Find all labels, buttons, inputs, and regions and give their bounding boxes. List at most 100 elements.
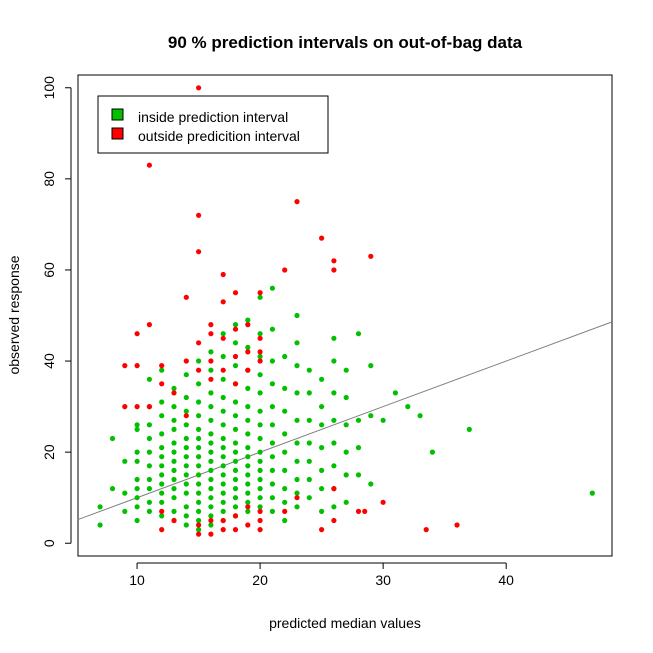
point-outside: [232, 381, 239, 387]
point-outside: [257, 358, 263, 364]
point-outside: [196, 522, 202, 528]
point-outside: [220, 335, 226, 341]
point-inside: [159, 472, 165, 478]
point-inside: [146, 449, 152, 455]
point-inside: [208, 404, 214, 410]
point-inside: [159, 367, 165, 373]
point-inside: [159, 413, 165, 419]
point-inside: [282, 467, 288, 473]
point-inside: [122, 458, 128, 464]
point-inside: [245, 317, 251, 323]
point-inside: [146, 422, 152, 428]
point-inside: [368, 481, 374, 487]
y-axis: 0 20 40 60 80 100: [41, 76, 72, 547]
point-outside: [159, 508, 165, 514]
y-tick-label: 100: [41, 76, 57, 100]
point-outside: [232, 353, 239, 360]
point-inside: [417, 413, 423, 419]
point-inside: [245, 445, 251, 451]
point-inside: [257, 422, 263, 428]
point-inside: [306, 476, 312, 483]
point-outside: [245, 522, 251, 528]
point-inside: [343, 472, 349, 478]
point-inside: [171, 385, 177, 391]
point-inside: [109, 435, 116, 442]
point-inside: [196, 517, 202, 524]
point-outside: [208, 531, 214, 537]
point-inside: [208, 431, 214, 437]
point-inside: [380, 417, 386, 423]
point-outside: [196, 249, 202, 255]
point-outside: [232, 326, 239, 332]
point-inside: [331, 463, 337, 469]
point-inside: [282, 499, 288, 505]
point-inside: [343, 499, 349, 505]
x-axis-label: predicted median values: [269, 615, 421, 631]
point-inside: [257, 476, 263, 483]
point-outside: [134, 363, 140, 369]
point-inside: [355, 417, 362, 423]
point-inside: [183, 372, 189, 378]
point-inside: [331, 504, 337, 510]
point-inside: [319, 376, 325, 382]
point-inside: [159, 490, 165, 496]
point-inside: [171, 495, 177, 501]
point-outside: [245, 349, 251, 355]
point-inside: [196, 454, 202, 460]
point-inside: [245, 472, 251, 478]
point-inside: [97, 522, 103, 528]
point-inside: [232, 495, 239, 501]
point-inside: [196, 527, 202, 533]
point-inside: [134, 517, 140, 524]
point-inside: [183, 422, 189, 428]
point-outside: [257, 290, 263, 296]
point-outside: [331, 517, 337, 524]
point-inside: [282, 517, 288, 524]
point-inside: [171, 440, 177, 446]
x-tick-label: 10: [129, 572, 145, 588]
point-inside: [208, 417, 214, 423]
point-inside: [159, 445, 165, 451]
point-inside: [208, 476, 214, 483]
point-outside: [196, 340, 202, 346]
point-inside: [282, 385, 288, 391]
point-inside: [282, 486, 288, 492]
point-inside: [306, 495, 312, 501]
point-outside: [232, 513, 239, 519]
point-inside: [183, 394, 189, 401]
legend-box: [97, 95, 329, 154]
point-inside: [196, 490, 202, 496]
point-inside: [134, 449, 140, 455]
point-inside: [269, 381, 275, 387]
point-outside: [196, 531, 202, 537]
point-inside: [294, 504, 300, 510]
point-inside: [171, 458, 177, 464]
point-inside: [294, 340, 300, 346]
point-outside: [257, 349, 263, 355]
point-inside: [171, 426, 177, 432]
point-inside: [245, 454, 251, 460]
point-inside: [257, 449, 263, 455]
point-outside: [220, 527, 226, 533]
point-inside: [159, 499, 165, 505]
series-inside: [97, 285, 595, 533]
point-inside: [208, 458, 214, 464]
point-inside: [319, 467, 325, 473]
point-inside: [232, 467, 239, 473]
point-inside: [183, 463, 189, 469]
point-outside: [208, 517, 214, 524]
point-outside: [355, 508, 362, 514]
point-inside: [183, 481, 189, 487]
point-inside: [208, 440, 214, 446]
legend-label-outside: outside predicition interval: [138, 128, 300, 144]
point-inside: [245, 508, 251, 514]
point-inside: [208, 495, 214, 501]
plot-frame: [77, 74, 613, 557]
point-outside: [159, 381, 165, 387]
point-inside: [429, 449, 435, 455]
point-inside: [134, 486, 140, 492]
point-inside: [245, 344, 251, 350]
point-outside: [122, 363, 128, 369]
point-inside: [159, 454, 165, 460]
